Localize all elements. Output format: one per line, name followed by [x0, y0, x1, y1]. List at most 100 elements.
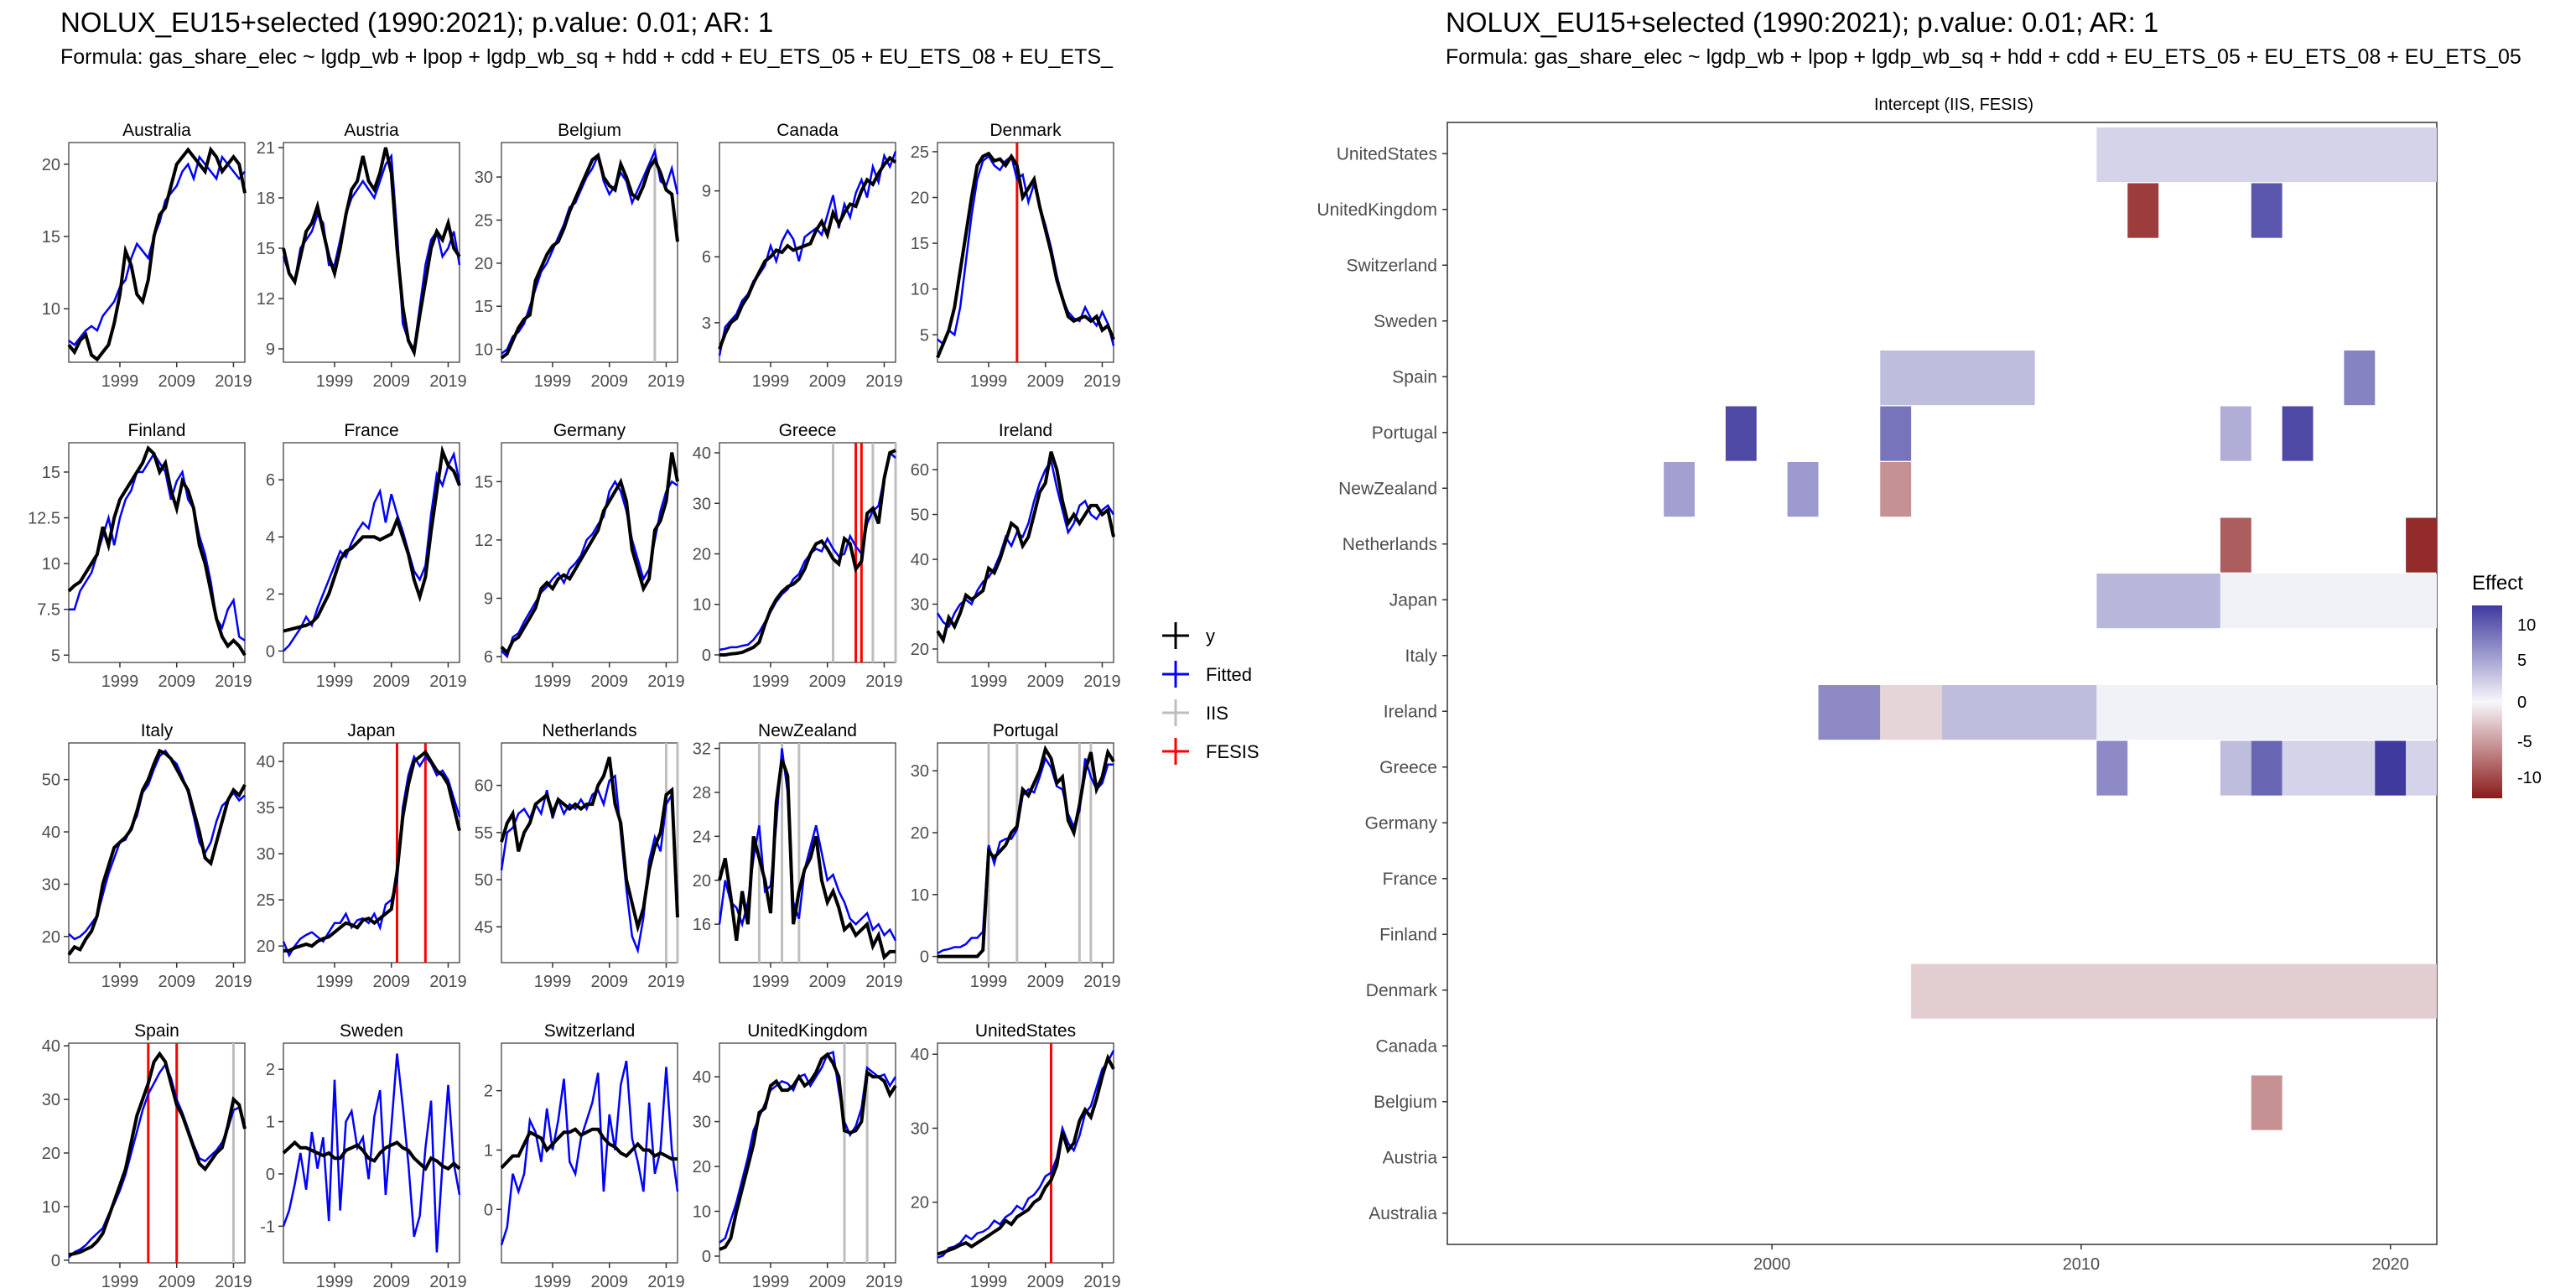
left-figure: NOLUX_EU15+selected (1990:2021); p.value…	[28, 7, 1259, 1288]
x-tick-label-unitedkingdom: 2019	[865, 1273, 903, 1288]
panel-frame-ireland	[937, 442, 1114, 663]
fitted-series-switzerland	[500, 1060, 679, 1246]
y-tick-label-ireland: 30	[911, 595, 929, 614]
y-series-italy	[67, 748, 247, 956]
fitted-series-germany	[501, 479, 678, 659]
fitted-series-spain	[68, 1062, 247, 1259]
y-tick-label-switzerland: 0	[484, 1201, 493, 1219]
panel-frame-austria	[283, 142, 460, 363]
panel-denmark: Denmark 5 10 15 20 25 1999 2009 2019	[911, 121, 1121, 391]
y-tick-label-canada: 9	[702, 183, 711, 201]
legend-label-y: y	[1206, 626, 1215, 647]
panel-spain: Spain 0 10 20 30 40 1999 2009 2019	[42, 1021, 252, 1288]
y-tick-label-denmark: 20	[911, 190, 929, 208]
panel-title-newzealand: NewZealand	[758, 721, 857, 740]
heat-cell-denmark-2005	[1911, 963, 2437, 1019]
y-tick-label-japan: 25	[257, 891, 275, 910]
x-tick-label-netherlands: 1999	[534, 973, 572, 991]
country-label-australia: Australia	[1368, 1204, 1437, 1223]
y-tick-label-spain: 0	[51, 1252, 60, 1270]
x-tick-label-canada: 2019	[865, 372, 903, 391]
y-tick-label-belgium: 20	[475, 255, 493, 273]
x-tick-label-sweden: 2019	[429, 1273, 467, 1288]
y-tick-label-newzealand: 28	[693, 784, 711, 802]
heat-cell-spain-2019	[2344, 350, 2376, 406]
heat-cell-greece-2016	[2251, 740, 2283, 796]
heat-cell-greece-2020	[2375, 740, 2407, 796]
intercept-heatmap: Intercept (IIS, FESIS) Effect 10 5 0 -5 …	[1317, 96, 2542, 1274]
x-tick-label-portugal: 2019	[1083, 973, 1121, 991]
y-tick-label-germany: 6	[484, 648, 493, 667]
y-series-belgium	[500, 153, 679, 360]
y-series-spain	[68, 1051, 247, 1257]
panel-frame-france	[283, 442, 460, 663]
left-formula-subtitle: Formula: gas_share_elec ~ lgdp_wb + lpop…	[60, 45, 1113, 69]
x-tick-label-germany: 1999	[534, 673, 572, 691]
panel-austria: Austria 9 12 15 18 21 1999 2009 2019	[257, 121, 467, 391]
y-tick-label-italy: 30	[42, 875, 60, 894]
y-tick-label-newzealand: 20	[693, 872, 711, 891]
x-tick-label-ireland: 2019	[1083, 673, 1121, 691]
x-tick-label-netherlands: 2019	[647, 973, 685, 991]
x-tick-label-greece: 1999	[752, 673, 790, 691]
x-tick-label-unitedkingdom: 1999	[752, 1273, 790, 1288]
panel-frame-unitedstates	[937, 1042, 1114, 1264]
y-tick-label-canada: 6	[702, 248, 711, 267]
y-tick-label-italy: 20	[42, 928, 60, 947]
x-tick-label-switzerland: 2019	[647, 1273, 685, 1288]
y-tick-label-spain: 20	[42, 1145, 60, 1163]
y-series-france	[283, 444, 461, 633]
y-tick-label-japan: 35	[257, 799, 275, 818]
y-tick-label-greece: 0	[702, 647, 711, 665]
y-tick-label-denmark: 15	[911, 235, 929, 253]
heat-cell-ireland-2002	[1818, 684, 1881, 740]
effect-tick-minus5: -5	[2517, 733, 2532, 751]
country-label-denmark: Denmark	[1366, 981, 1438, 1000]
y-tick-label-ireland: 50	[911, 506, 929, 525]
y-tick-label-portugal: 10	[911, 886, 929, 905]
panel-portugal: Portugal 0 10 20 30 1999 2009 2019	[911, 721, 1121, 991]
fitted-series-unitedstates	[937, 1050, 1115, 1259]
panel-france: France 0 2 4 6 1999 2009 2019	[266, 421, 467, 691]
y-series-austria	[282, 147, 461, 358]
y-tick-label-unitedkingdom: 30	[693, 1114, 711, 1132]
heat-cell-portugal-2004	[1880, 406, 1912, 461]
country-label-finland: Finland	[1379, 925, 1437, 944]
x-tick-label-france: 2019	[429, 673, 467, 691]
y-tick-label-france: 4	[266, 528, 275, 547]
x-tick-label-netherlands: 2009	[590, 973, 628, 991]
country-label-spain: Spain	[1392, 367, 1437, 387]
panel-title-greece: Greece	[779, 421, 837, 440]
heat-cell-netherlands-2021	[2406, 517, 2437, 573]
y-tick-label-france: 2	[266, 585, 275, 604]
y-series-germany	[500, 452, 679, 656]
x-tick-label-unitedkingdom: 2009	[808, 1273, 846, 1288]
heatmap-x-tick-label-2000: 2000	[1753, 1255, 1791, 1274]
country-label-austria: Austria	[1383, 1148, 1438, 1167]
x-tick-label-austria: 2019	[429, 372, 467, 391]
y-tick-label-greece: 20	[693, 546, 711, 564]
y-tick-label-belgium: 15	[475, 298, 493, 316]
x-tick-label-canada: 2009	[808, 372, 846, 391]
x-tick-label-austria: 2009	[372, 372, 410, 391]
y-tick-label-spain: 40	[42, 1037, 60, 1056]
x-tick-label-greece: 2019	[865, 673, 903, 691]
y-series-australia	[67, 146, 247, 362]
panel-unitedkingdom: UnitedKingdom 0 10 20 30 40 1999 2009 2019	[693, 1021, 903, 1288]
y-tick-label-germany: 15	[475, 473, 493, 491]
panel-title-finland: Finland	[128, 421, 186, 440]
y-tick-label-denmark: 10	[911, 281, 929, 299]
y-tick-label-japan: 30	[257, 845, 275, 864]
x-tick-label-unitedstates: 2009	[1026, 1273, 1064, 1288]
panel-newzealand: NewZealand 16 20 24 28 32 1999 2009 2019	[693, 721, 903, 991]
y-tick-label-portugal: 30	[911, 762, 929, 781]
y-tick-label-portugal: 0	[920, 948, 929, 967]
y-tick-label-sweden: 1	[266, 1114, 275, 1132]
y-tick-label-sweden: -1	[260, 1218, 275, 1236]
panel-canada: Canada 3 6 9 1999 2009 2019	[702, 121, 903, 391]
panel-italy: Italy 20 30 40 50 1999 2009 2019	[42, 721, 252, 991]
panel-belgium: Belgium 10 15 20 25 30 1999 2009 2019	[475, 121, 685, 391]
heatmap-x-tick-label-2010: 2010	[2063, 1255, 2101, 1274]
y-tick-label-denmark: 25	[911, 143, 929, 162]
